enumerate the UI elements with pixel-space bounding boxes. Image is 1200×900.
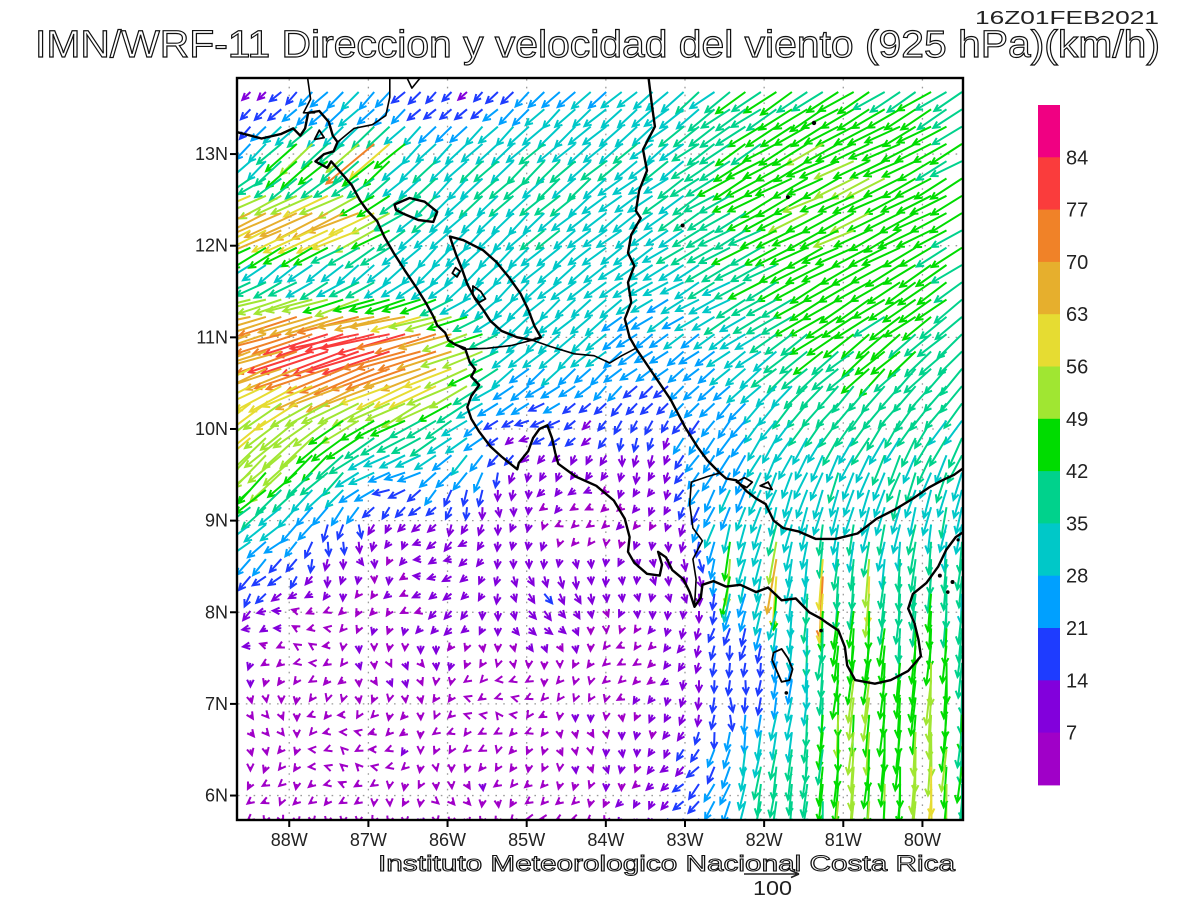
- svg-text:77: 77: [1066, 200, 1088, 222]
- svg-text:88W: 88W: [271, 830, 308, 850]
- svg-text:87W: 87W: [350, 830, 387, 850]
- svg-text:81W: 81W: [825, 830, 862, 850]
- svg-text:Instituto Meteorologico Nacion: Instituto Meteorologico Nacional Costa R…: [378, 851, 956, 876]
- svg-text:12N: 12N: [195, 236, 228, 256]
- svg-text:7: 7: [1066, 723, 1077, 745]
- svg-text:21: 21: [1066, 618, 1088, 640]
- svg-text:14: 14: [1066, 670, 1088, 692]
- svg-text:80W: 80W: [904, 830, 941, 850]
- svg-text:IMN/WRF-11 Direccion y velocid: IMN/WRF-11 Direccion y velocidad del vie…: [35, 24, 1160, 66]
- svg-text:84W: 84W: [587, 830, 624, 850]
- svg-text:35: 35: [1066, 513, 1088, 535]
- svg-text:86W: 86W: [429, 830, 466, 850]
- svg-text:6N: 6N: [205, 786, 228, 806]
- svg-text:84: 84: [1066, 147, 1088, 169]
- svg-text:83W: 83W: [666, 830, 703, 850]
- svg-text:100: 100: [753, 878, 792, 900]
- svg-text:85W: 85W: [508, 830, 545, 850]
- svg-text:11N: 11N: [196, 327, 228, 347]
- svg-text:63: 63: [1066, 304, 1088, 326]
- svg-text:13N: 13N: [195, 144, 228, 164]
- svg-text:42: 42: [1066, 461, 1088, 483]
- svg-text:49: 49: [1066, 409, 1088, 431]
- svg-text:28: 28: [1066, 566, 1088, 588]
- svg-text:8N: 8N: [205, 602, 228, 622]
- svg-text:82W: 82W: [746, 830, 783, 850]
- svg-text:7N: 7N: [205, 694, 228, 714]
- svg-text:16Z01FEB2021: 16Z01FEB2021: [975, 8, 1159, 28]
- svg-text:10N: 10N: [195, 419, 228, 439]
- svg-text:70: 70: [1066, 252, 1088, 274]
- svg-text:56: 56: [1066, 357, 1088, 379]
- svg-text:9N: 9N: [205, 511, 228, 531]
